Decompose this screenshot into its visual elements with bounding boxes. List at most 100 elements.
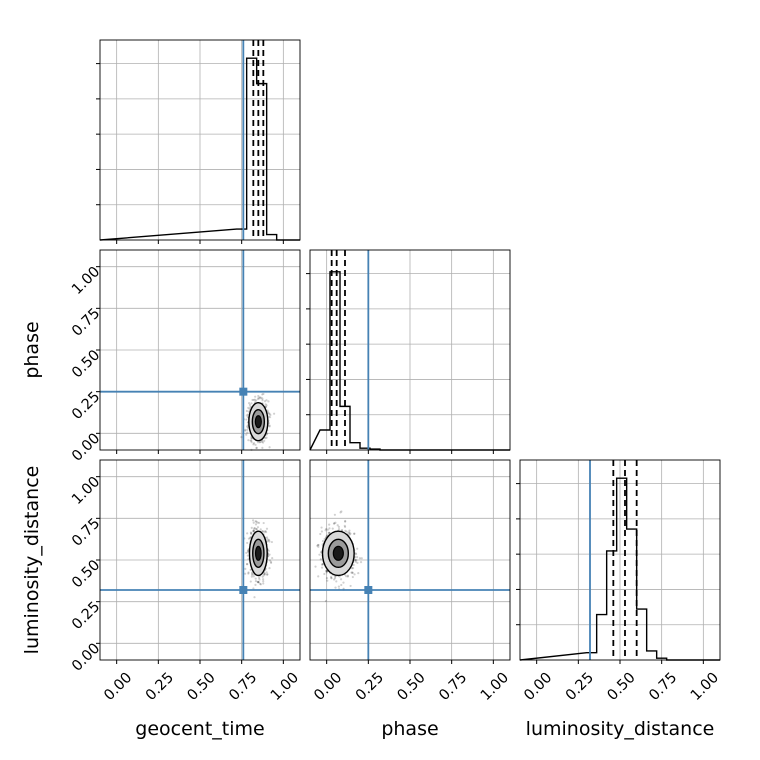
scatter-point <box>342 581 345 584</box>
scatter-point <box>244 572 247 575</box>
truth-marker <box>239 586 248 594</box>
scatter-point <box>332 578 336 581</box>
scatter-point <box>250 402 253 405</box>
scatter-point <box>320 563 324 566</box>
scatter-point <box>257 581 260 584</box>
y-tick-label: 0.25 <box>69 599 103 633</box>
scatter-point <box>254 520 257 523</box>
scatter-point <box>325 569 328 572</box>
scatter-point <box>248 403 252 407</box>
scatter-point <box>269 560 273 563</box>
scatter-point <box>262 580 265 583</box>
scatter-point <box>330 577 333 580</box>
contour-inner <box>254 545 262 561</box>
scatter-point <box>351 567 355 570</box>
panel-phase-geocent_time <box>96 249 301 454</box>
scatter-point <box>255 399 258 402</box>
x-tick-label: 0.00 <box>311 670 345 704</box>
scatter-point <box>349 584 352 588</box>
scatter-point <box>331 527 334 530</box>
scatter-point <box>340 583 343 587</box>
y-tick-label: 1.00 <box>69 474 103 508</box>
scatter-point <box>346 574 350 577</box>
scatter-point <box>265 404 268 407</box>
scatter-point <box>257 580 260 584</box>
scatter-point <box>247 406 250 409</box>
scatter-point <box>264 529 267 533</box>
scatter-point <box>245 418 248 421</box>
grid <box>520 460 720 660</box>
scatter-point <box>334 575 337 578</box>
scatter-point <box>252 575 255 578</box>
scatter-point <box>314 565 317 568</box>
scatter-point <box>337 528 341 531</box>
x-tick-label: 1.00 <box>688 670 722 704</box>
scatter-point <box>265 573 269 576</box>
scatter-point <box>321 539 325 543</box>
scatter-point <box>321 563 324 566</box>
scatter-point <box>261 575 264 578</box>
scatter-point <box>267 539 270 542</box>
scatter-point <box>257 521 261 525</box>
scatter-point <box>334 577 337 580</box>
scatter-point <box>316 544 319 547</box>
scatter-point <box>251 571 254 574</box>
scatter-point <box>268 540 271 543</box>
scatter-point <box>319 532 322 536</box>
scatter-point <box>346 575 349 578</box>
grid <box>100 250 300 450</box>
scatter-point <box>253 398 256 401</box>
scatter-point <box>262 521 265 525</box>
scatter-point <box>263 439 266 442</box>
truth-marker <box>364 586 373 594</box>
scatter-point <box>263 530 266 533</box>
scatter-point <box>348 533 351 536</box>
scatter-point <box>330 575 333 578</box>
scatter-point <box>250 532 253 535</box>
scatter-point <box>249 580 252 583</box>
scatter-point <box>273 412 276 415</box>
scatter-point <box>252 530 255 533</box>
scatter-point <box>247 551 250 554</box>
scatter-point <box>359 561 363 564</box>
scatter-point <box>268 553 271 556</box>
scatter-point <box>336 524 339 527</box>
scatter-point <box>259 528 262 531</box>
scatter-point <box>253 526 256 530</box>
scatter-point <box>254 523 258 526</box>
scatter-point <box>268 416 272 419</box>
scatter-point <box>246 532 249 535</box>
scatter-point <box>255 528 258 531</box>
scatter-point <box>333 522 336 525</box>
scatter-point <box>258 441 261 444</box>
y-tick-label: 1.00 <box>69 264 103 298</box>
scatter-point <box>243 429 247 432</box>
scatter-point <box>254 395 257 398</box>
scatter-point <box>248 536 252 539</box>
scatter-point <box>351 575 354 579</box>
scatter-point <box>260 396 263 399</box>
scatter-point <box>247 572 250 575</box>
scatter-point <box>268 559 272 562</box>
contour-inner <box>332 545 344 561</box>
scatter-point <box>265 436 268 439</box>
scatter-point <box>252 442 256 445</box>
scatter-point <box>267 549 270 553</box>
scatter-point <box>245 551 248 554</box>
histogram-luminosity_distance <box>519 477 720 661</box>
scatter-point <box>250 436 253 439</box>
scatter-point <box>262 392 265 396</box>
scatter-point <box>354 559 357 562</box>
scatter-point <box>355 553 358 556</box>
scatter-point <box>353 532 356 535</box>
scatter-point <box>247 402 251 405</box>
scatter-point <box>351 571 354 574</box>
scatter-point <box>262 578 265 581</box>
scatter-point <box>246 431 249 434</box>
scatter-point <box>358 557 362 560</box>
y-tick-label: 0.00 <box>69 431 103 465</box>
scatter-point <box>260 440 263 443</box>
scatter-point <box>267 538 271 542</box>
x-axis-label-geocent_time: geocent_time <box>135 718 264 740</box>
